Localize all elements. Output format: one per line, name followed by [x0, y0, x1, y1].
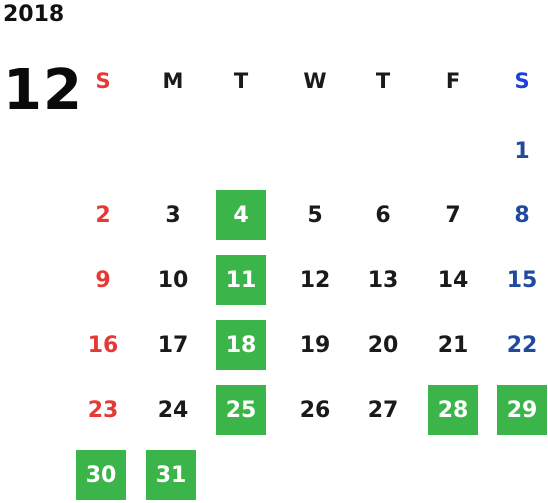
- day-cell[interactable]: 9: [95, 267, 111, 293]
- weekday-header-wed: W: [303, 69, 327, 93]
- day-cell[interactable]: 13: [367, 267, 399, 293]
- day-cell-highlighted[interactable]: 30: [76, 450, 126, 500]
- day-cell-highlighted[interactable]: 25: [216, 385, 266, 435]
- month-number: 12: [3, 58, 83, 123]
- day-cell[interactable]: 15: [506, 267, 538, 293]
- day-cell[interactable]: 26: [299, 397, 331, 423]
- day-cell-highlighted[interactable]: 11: [216, 255, 266, 305]
- day-cell[interactable]: 2: [95, 202, 111, 228]
- day-cell[interactable]: 14: [437, 267, 469, 293]
- day-cell[interactable]: 27: [367, 397, 399, 423]
- day-cell-highlighted[interactable]: 31: [146, 450, 196, 500]
- day-cell[interactable]: 1: [514, 138, 530, 164]
- day-cell[interactable]: 19: [299, 332, 331, 358]
- day-cell-highlighted[interactable]: 28: [428, 385, 478, 435]
- day-cell[interactable]: 22: [506, 332, 538, 358]
- day-cell[interactable]: 6: [375, 202, 391, 228]
- day-cell[interactable]: 23: [87, 397, 119, 423]
- day-cell[interactable]: 7: [445, 202, 461, 228]
- day-cell[interactable]: 8: [514, 202, 530, 228]
- weekday-header-sat: S: [514, 69, 530, 93]
- day-cell[interactable]: 20: [367, 332, 399, 358]
- day-cell[interactable]: 10: [157, 267, 189, 293]
- day-cell-highlighted[interactable]: 18: [216, 320, 266, 370]
- day-cell[interactable]: 24: [157, 397, 189, 423]
- day-cell[interactable]: 3: [165, 202, 181, 228]
- day-cell[interactable]: 21: [437, 332, 469, 358]
- weekday-header-fri: F: [445, 69, 461, 93]
- year-label: 2018: [3, 2, 65, 27]
- day-cell[interactable]: 12: [299, 267, 331, 293]
- weekday-header-thu: T: [375, 69, 391, 93]
- day-cell-highlighted[interactable]: 4: [216, 190, 266, 240]
- day-cell[interactable]: 17: [157, 332, 189, 358]
- day-cell[interactable]: 5: [307, 202, 323, 228]
- weekday-header-sun: S: [95, 69, 111, 93]
- weekday-header-mon: M: [162, 69, 184, 93]
- day-cell[interactable]: 16: [87, 332, 119, 358]
- day-cell-highlighted[interactable]: 29: [497, 385, 547, 435]
- weekday-header-tue: T: [233, 69, 249, 93]
